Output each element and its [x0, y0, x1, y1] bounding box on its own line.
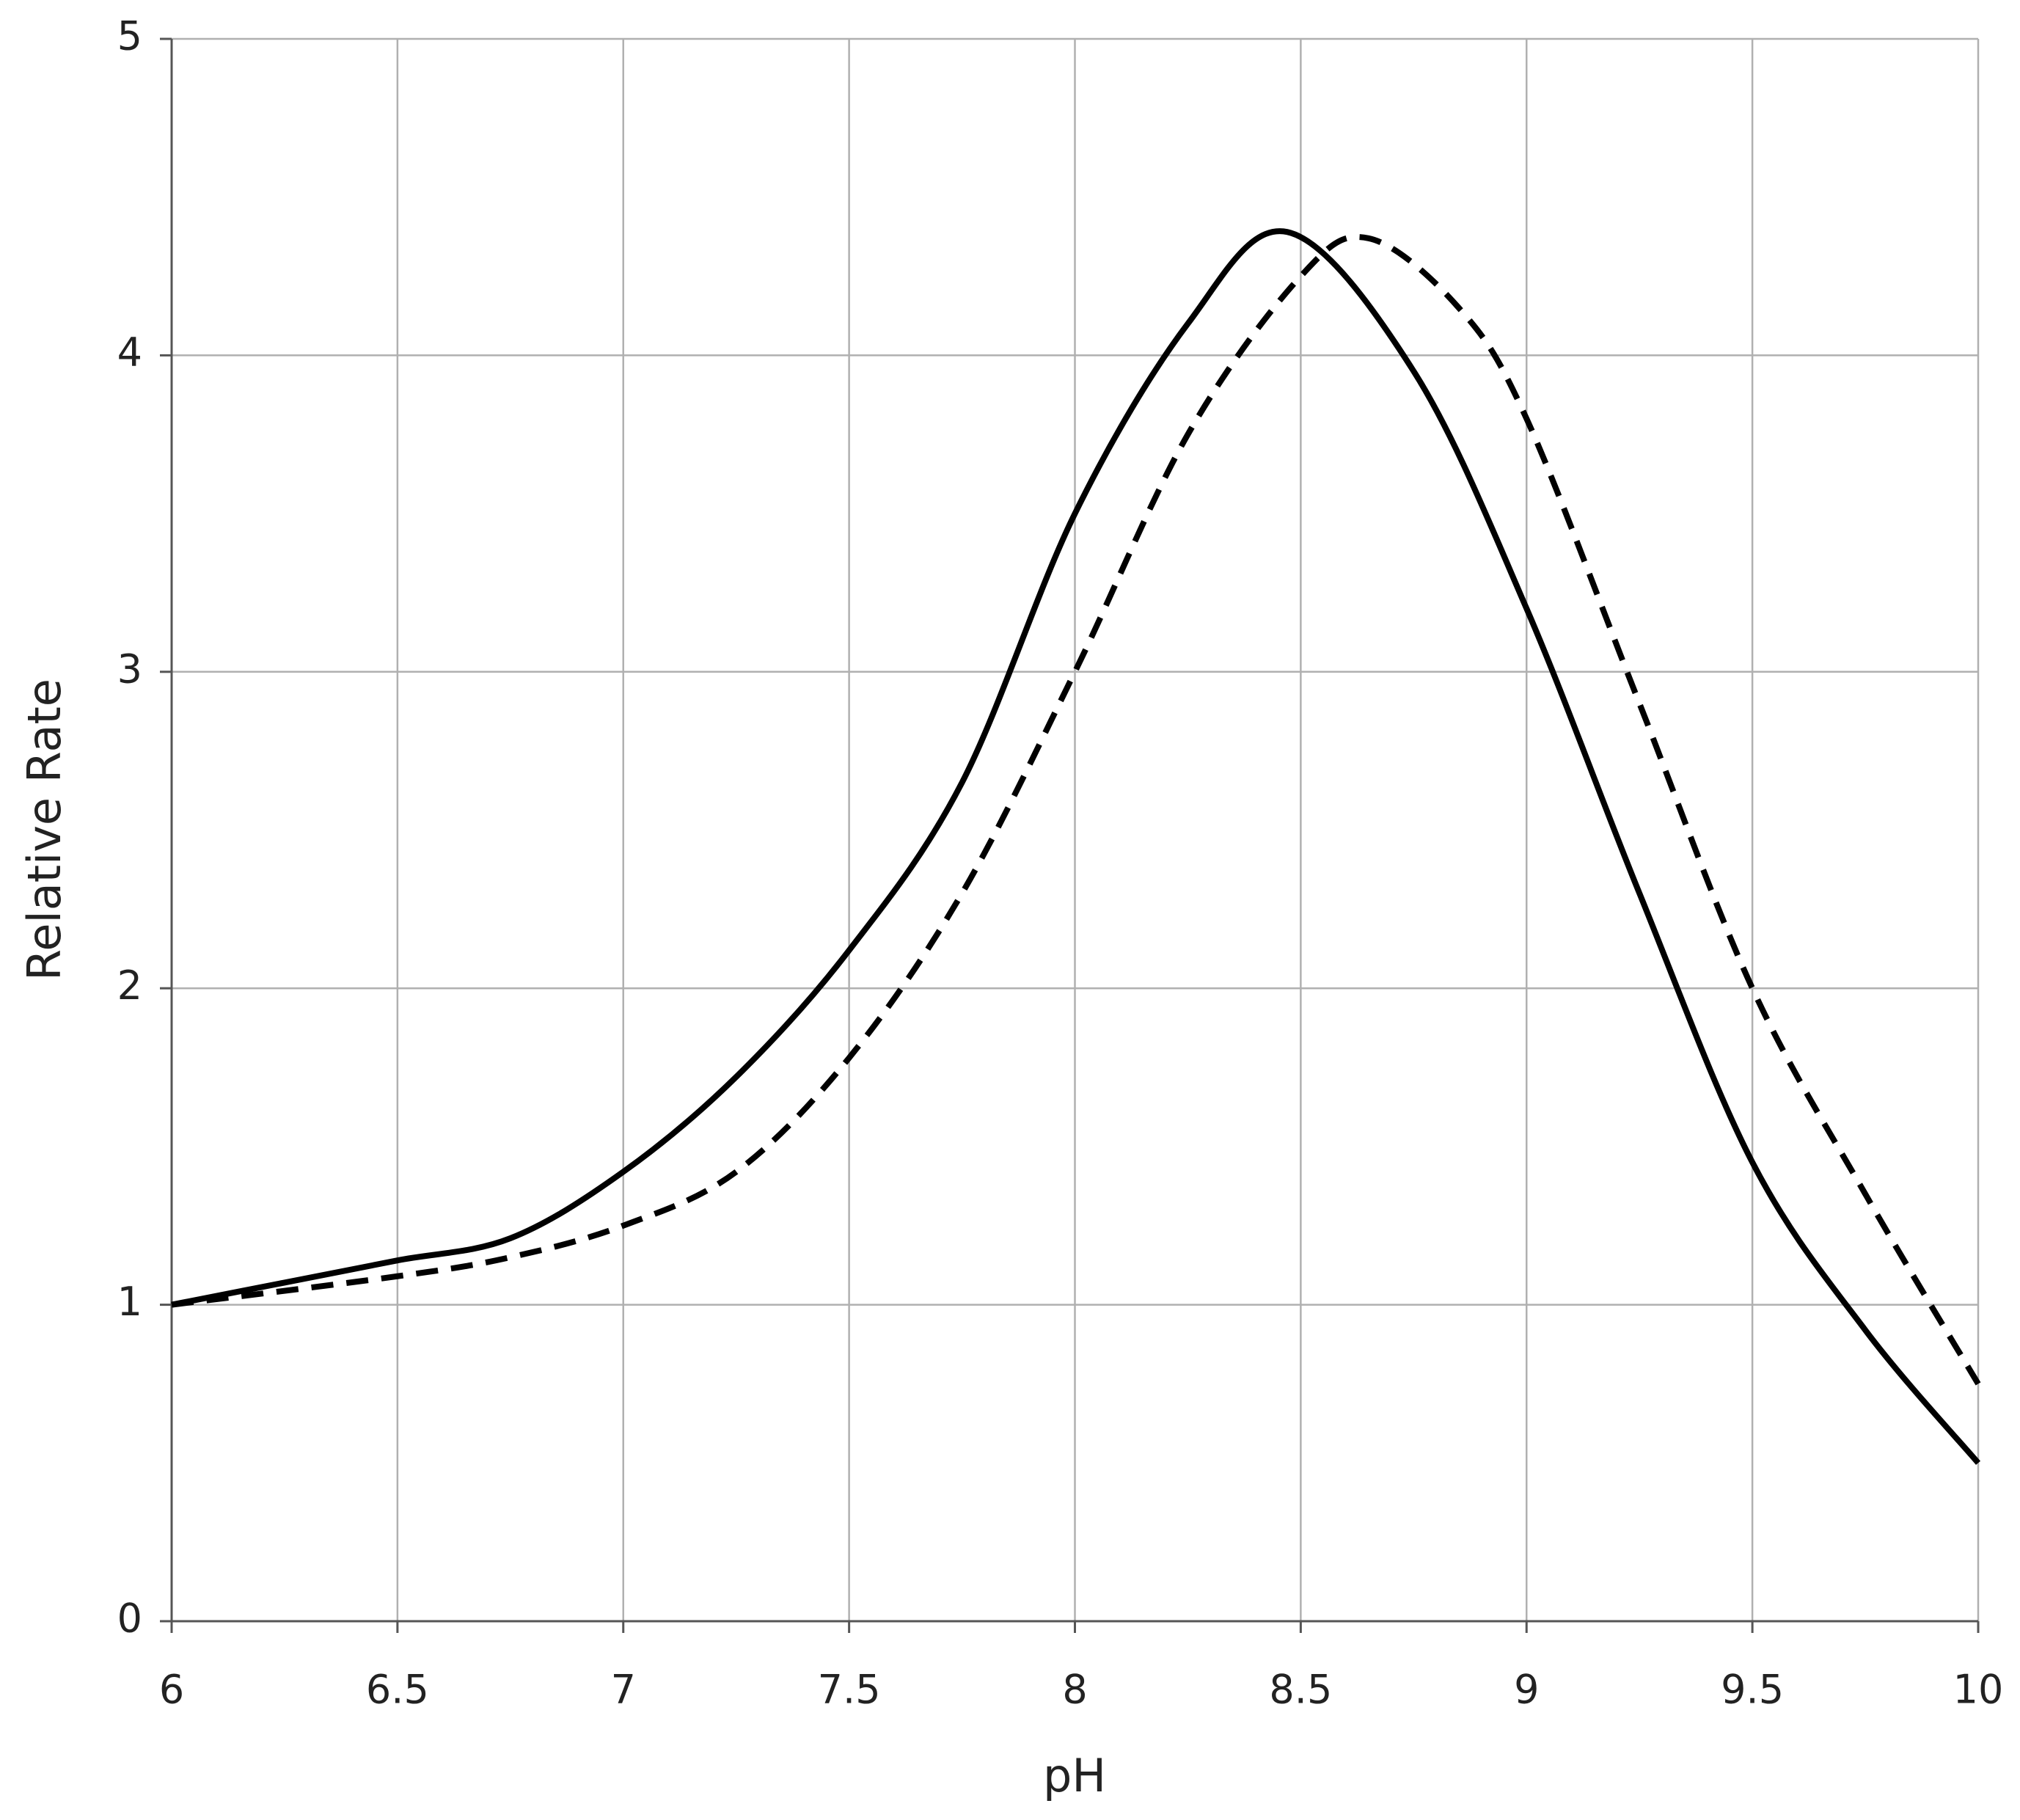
- y-axis-label: Relative Rate: [18, 679, 71, 981]
- y-tick-label: 2: [117, 962, 142, 1009]
- x-tick-label: 8: [1062, 1667, 1087, 1713]
- y-tick-label: 4: [117, 329, 142, 376]
- line-series: [171, 234, 1981, 1386]
- y-tick-label: 3: [117, 646, 142, 692]
- x-tick-label: 9: [1514, 1667, 1539, 1713]
- y-tick-label: 1: [117, 1279, 142, 1325]
- line-series: [171, 228, 1981, 1465]
- x-tick-label: 8.5: [1269, 1667, 1332, 1713]
- x-tick-label: 7: [611, 1667, 636, 1713]
- x-axis-label: pH: [1043, 1749, 1106, 1802]
- x-tick-label: 6.5: [366, 1667, 429, 1713]
- x-tick-label: 10: [1953, 1667, 2004, 1713]
- x-tick-label: 6: [159, 1667, 184, 1713]
- x-tick-label: 7.5: [818, 1667, 881, 1713]
- x-tick-label: 9.5: [1721, 1667, 1784, 1713]
- y-tick-label: 5: [117, 13, 142, 59]
- y-tick-label: 0: [117, 1596, 142, 1642]
